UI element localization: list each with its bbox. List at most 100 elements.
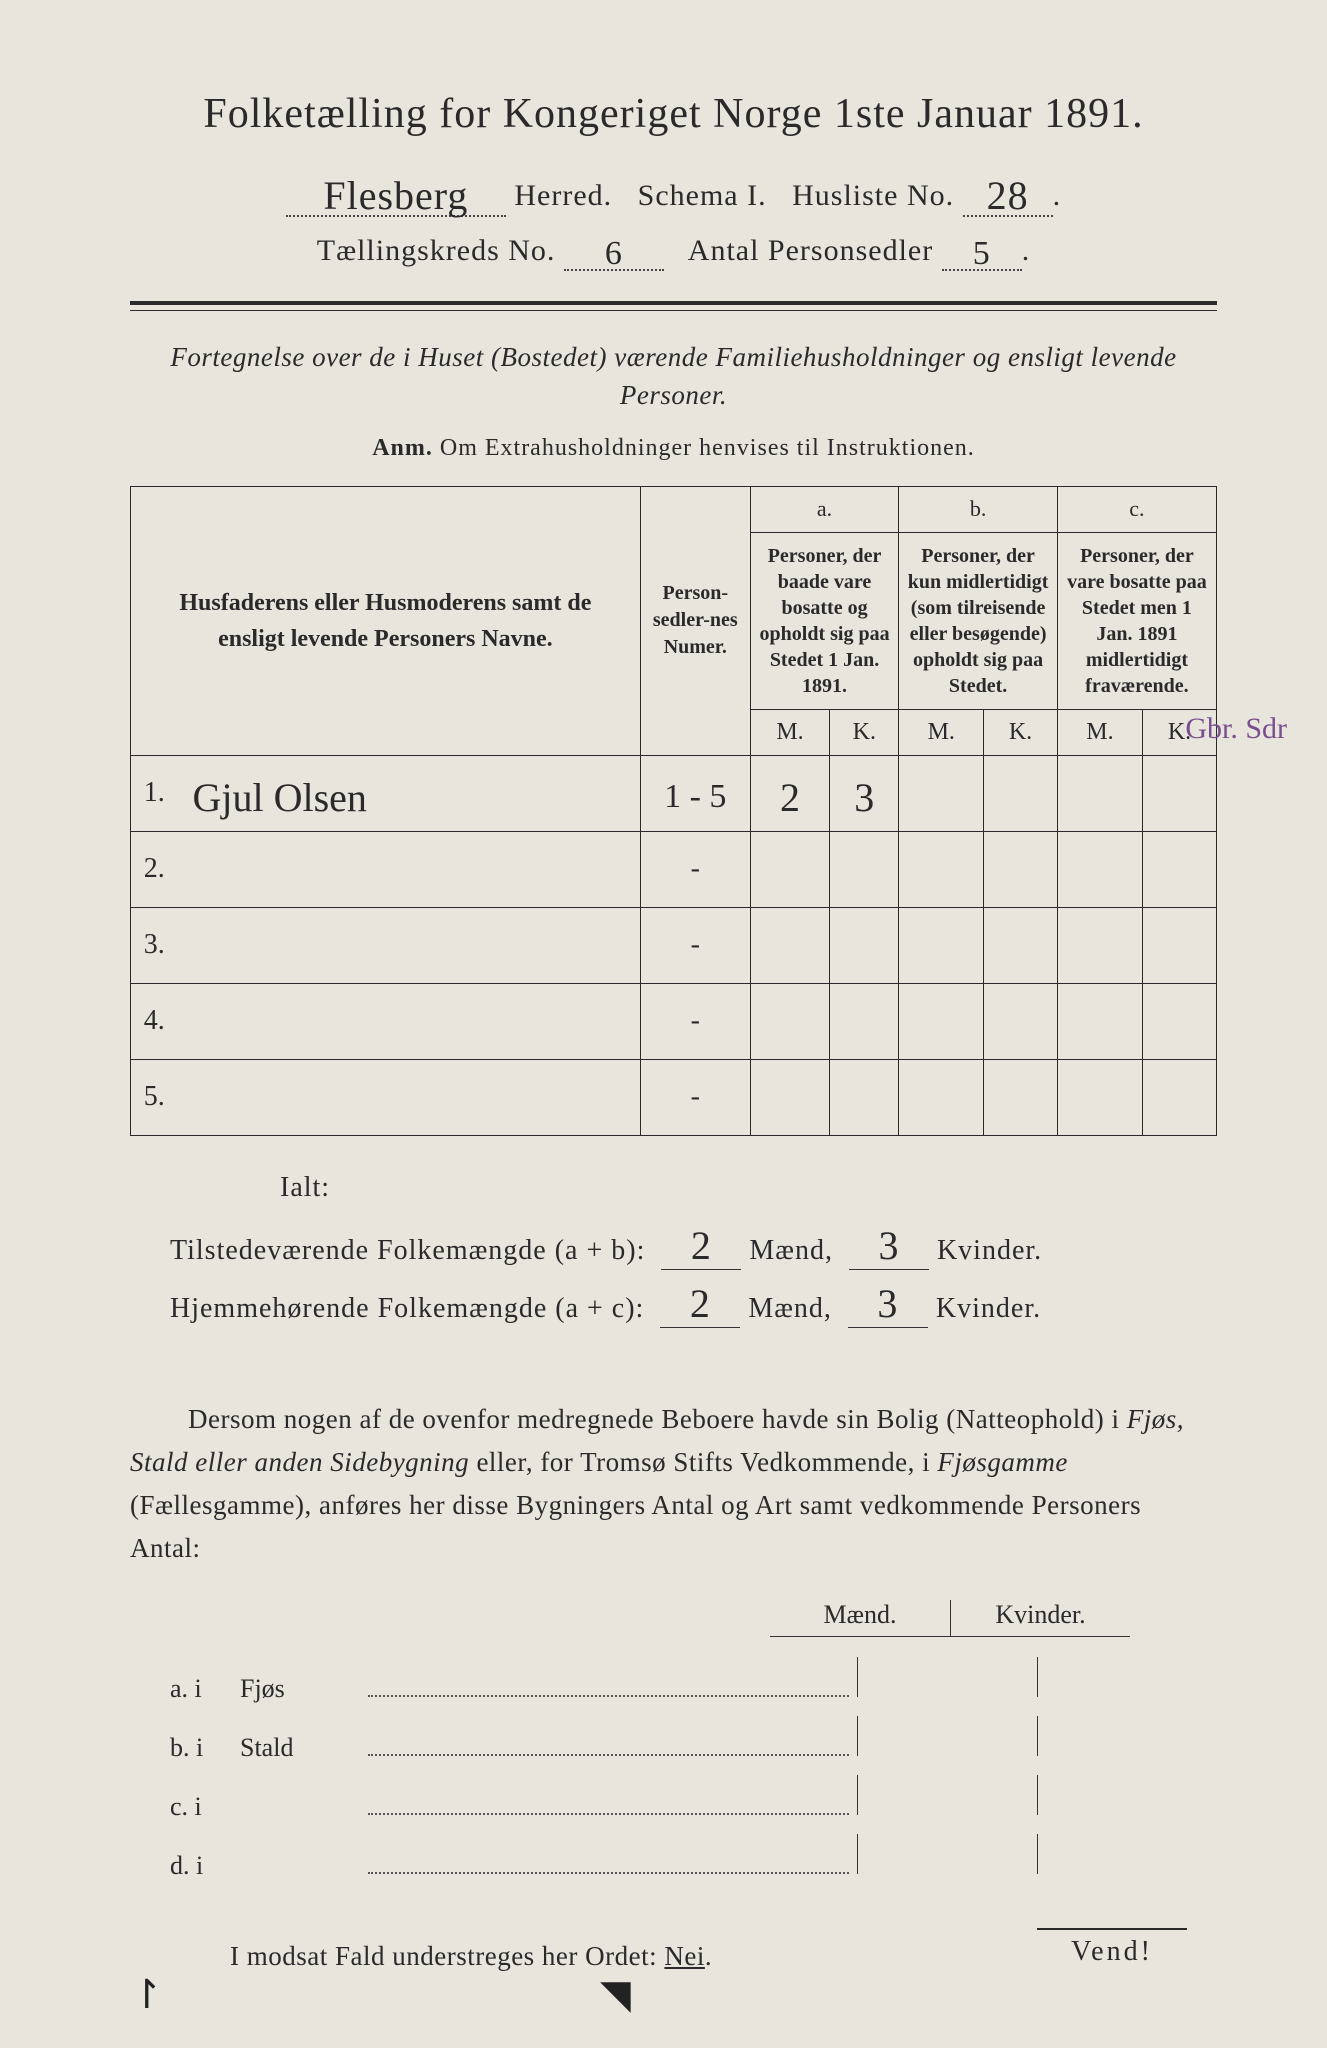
mk-k: Kvinder.	[950, 1600, 1130, 1637]
sidebuild-row: b. i Stald	[170, 1716, 1217, 1763]
sum-line-1: Tilstedeværende Folkemængde (a + b): 2 M…	[170, 1222, 1217, 1270]
sb-dots	[368, 1813, 849, 1815]
schema-label: Schema I.	[638, 179, 767, 212]
sb-type: Stald	[240, 1733, 360, 1763]
sb-label: c. i	[170, 1792, 240, 1822]
sidebuild-row: a. i Fjøs	[170, 1657, 1217, 1704]
row-am	[750, 1059, 830, 1135]
header-line-1: Flesberg Herred. Schema I. Husliste No. …	[130, 168, 1217, 217]
row-bk	[984, 755, 1058, 831]
row-name	[183, 983, 641, 1059]
row-am	[750, 907, 830, 983]
col-c-desc: Personer, der vare bosatte paa Stedet me…	[1057, 532, 1216, 709]
row-cm	[1057, 983, 1142, 1059]
herred-label: Herred.	[514, 179, 612, 212]
col-a-top: a.	[750, 486, 899, 532]
row-ck	[1143, 831, 1217, 907]
sb-type: Fjøs	[240, 1674, 360, 1704]
row-cm	[1057, 1059, 1142, 1135]
table-row: 4. -	[131, 983, 1217, 1059]
row-ak	[830, 1059, 899, 1135]
kvinder-label: Kvinder.	[937, 1235, 1042, 1266]
antal-label: Antal Personsedler	[688, 234, 933, 267]
kreds-value: 6	[605, 235, 623, 272]
table-row: 1. Gjul Olsen 1 - 5 2 3	[131, 755, 1217, 831]
vend-label: Vend!	[1037, 1928, 1187, 1968]
anm-text: Om Extrahusholdninger henvises til Instr…	[433, 435, 975, 461]
sb-label: a. i	[170, 1674, 240, 1704]
margin-note-purple: Gbr. Sdr	[1185, 712, 1287, 745]
husliste-label: Husliste No.	[792, 179, 954, 212]
maend-label: Mænd,	[749, 1235, 833, 1266]
page-title: Folketælling for Kongeriget Norge 1ste J…	[130, 90, 1217, 138]
row-num: 1.	[131, 755, 183, 831]
row-nums: 1 - 5	[640, 755, 750, 831]
row-am	[750, 831, 830, 907]
row-ck	[1143, 907, 1217, 983]
sidebuild-row: c. i	[170, 1775, 1217, 1822]
row-bm	[899, 907, 984, 983]
row-bm	[899, 831, 984, 907]
row-ck	[1143, 1059, 1217, 1135]
row-name: Gjul Olsen	[183, 755, 641, 831]
row-num: 4.	[131, 983, 183, 1059]
nei: Nei	[664, 1941, 704, 1971]
sb-m	[857, 1716, 1037, 1756]
sb-m	[857, 1834, 1037, 1874]
a-m: M.	[750, 709, 830, 755]
a-k: K.	[830, 709, 899, 755]
sb-k	[1037, 1657, 1217, 1697]
col-b-top: b.	[899, 486, 1058, 532]
sb-dots	[368, 1695, 849, 1697]
double-rule	[130, 301, 1217, 311]
row-cm	[1057, 831, 1142, 907]
sb-dots	[368, 1754, 849, 1756]
row-num: 5.	[131, 1059, 183, 1135]
row-name	[183, 831, 641, 907]
table-row: 2. -	[131, 831, 1217, 907]
row-nums: -	[640, 983, 750, 1059]
b-k: K.	[984, 709, 1058, 755]
row-ak	[830, 831, 899, 907]
row-ck	[1143, 755, 1217, 831]
antal-value: 5	[973, 235, 991, 272]
row-ck	[1143, 983, 1217, 1059]
row-bk	[984, 1059, 1058, 1135]
mk-header: Mænd. Kvinder.	[770, 1600, 1217, 1637]
col-names: Husfaderens eller Husmoderens samt de en…	[131, 486, 641, 755]
kreds-label: Tællingskreds No.	[317, 234, 556, 267]
sum2-label: Hjemmehørende Folkemængde (a + c):	[170, 1293, 644, 1324]
table-row: 5. -	[131, 1059, 1217, 1135]
row-am: 2	[750, 755, 830, 831]
row-bm	[899, 1059, 984, 1135]
b-m: M.	[899, 709, 984, 755]
ialt-label: Ialt:	[280, 1172, 1217, 1204]
table-row: 3. -	[131, 907, 1217, 983]
row-name	[183, 1059, 641, 1135]
sb-m	[857, 1657, 1037, 1697]
col-nums: Person-sedler-nes Numer.	[640, 486, 750, 755]
row-bk	[984, 831, 1058, 907]
sum1-label: Tilstedeværende Folkemængde (a + b):	[170, 1235, 645, 1266]
row-bm	[899, 755, 984, 831]
maend-label: Mænd,	[748, 1293, 832, 1324]
anm-bold: Anm.	[372, 435, 433, 461]
row-bm	[899, 983, 984, 1059]
herred-value: Flesberg	[323, 173, 468, 218]
row-nums: -	[640, 907, 750, 983]
anm-line: Anm. Om Extrahusholdninger henvises til …	[130, 435, 1217, 462]
row-nums: -	[640, 831, 750, 907]
husliste-value: 28	[987, 173, 1029, 218]
sidebuild-list: a. i Fjøs b. i Stald c. i d. i	[170, 1657, 1217, 1881]
row-ak	[830, 907, 899, 983]
sb-k	[1037, 1775, 1217, 1815]
row-am	[750, 983, 830, 1059]
subtitle: Fortegnelse over de i Huset (Bostedet) v…	[130, 339, 1217, 415]
sb-dots	[368, 1872, 849, 1874]
row-name	[183, 907, 641, 983]
row-bk	[984, 983, 1058, 1059]
sum1-m: 2	[691, 1223, 712, 1268]
row-num: 3.	[131, 907, 183, 983]
sb-m	[857, 1775, 1037, 1815]
row-num: 2.	[131, 831, 183, 907]
